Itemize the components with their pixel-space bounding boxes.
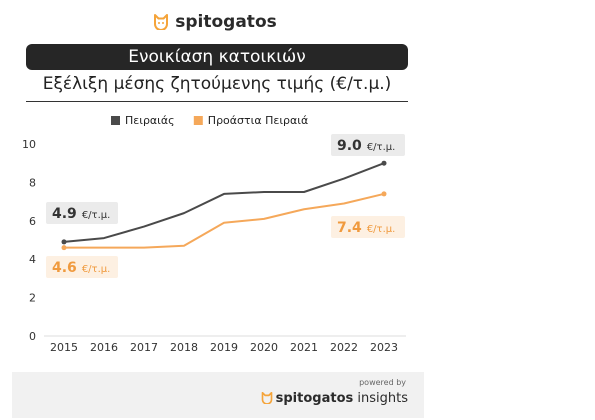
data-label: 7.4 €/τ.μ. [337, 220, 395, 236]
logo-text: spitogatos [175, 12, 277, 32]
x-tick-label: 2017 [130, 341, 158, 354]
x-tick-label: 2016 [90, 341, 118, 354]
data-point [381, 191, 387, 197]
legend-label-2: Προάστια Πειραιά [208, 114, 308, 127]
x-tick-label: 2019 [210, 341, 238, 354]
cat-logo-icon [261, 391, 273, 408]
cat-logo-icon [153, 14, 169, 35]
data-label-box [331, 216, 405, 238]
data-label-box [46, 256, 118, 278]
y-tick-label: 0 [29, 330, 36, 343]
line-chart: 0 2 4 6 8 10 2015 2016 2017 2018 2019 2020 2021 2022 2… [22, 114, 406, 354]
data-point [381, 160, 387, 166]
chart-subtitle: Εξέλιξη μέσης ζητούμενης τιμής (€/τ.μ.) [42, 74, 392, 94]
x-tick-label: 2022 [330, 341, 358, 354]
y-tick-label: 2 [29, 292, 36, 305]
x-tick-label: 2021 [290, 341, 318, 354]
x-tick-label: 2023 [370, 341, 398, 354]
brand-logo: spitogatos [0, 12, 430, 35]
data-point [61, 239, 67, 245]
data-label: 4.6 €/τ.μ. [52, 260, 110, 276]
x-tick-label: 2020 [250, 341, 278, 354]
y-tick-label: 4 [29, 253, 36, 266]
data-label-box [46, 202, 118, 224]
legend-swatch-2 [193, 116, 203, 125]
footer: powered by spitogatos insights [12, 372, 424, 418]
legend-swatch-1 [111, 116, 120, 125]
subtitle-underline [26, 101, 408, 102]
x-tick-label: 2018 [170, 341, 198, 354]
powered-by-label: powered by [359, 378, 406, 387]
legend-label-1: Πειραιάς [125, 114, 175, 127]
footer-brand-name: spitogatos [275, 391, 354, 406]
footer-brand: spitogatos insights [261, 391, 408, 408]
data-label-box [331, 134, 405, 156]
data-point [61, 245, 67, 251]
data-label: 4.9 €/τ.μ. [52, 206, 110, 222]
footer-brand-suffix: insights [357, 391, 408, 406]
y-tick-label: 10 [22, 138, 36, 151]
y-tick-label: 6 [29, 215, 36, 228]
y-tick-label: 8 [29, 176, 36, 189]
x-tick-label: 2015 [50, 341, 78, 354]
data-label: 9.0 €/τ.μ. [337, 138, 395, 154]
title-banner: Ενοικίαση κατοικιών [26, 44, 408, 70]
